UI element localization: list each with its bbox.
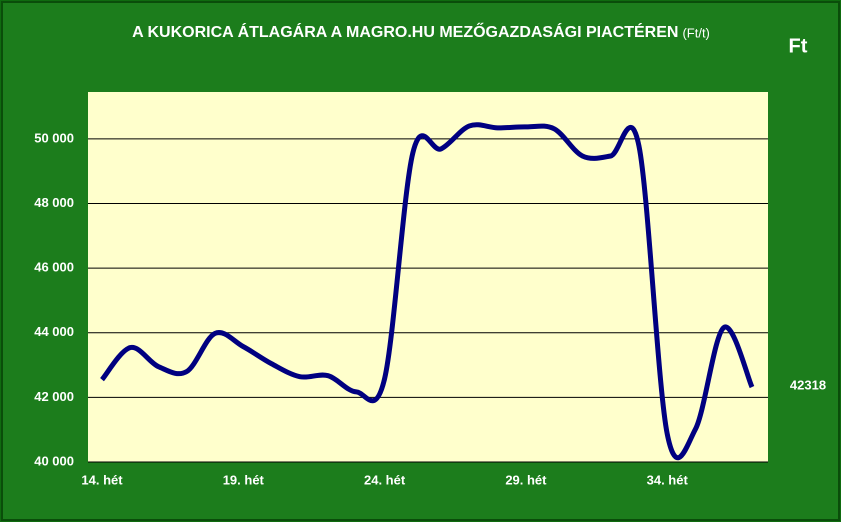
x-tick-label: 14. hét: [81, 472, 123, 487]
x-tick-label: 29. hét: [505, 472, 547, 487]
plot-area: [88, 92, 768, 462]
y-tick-label: 44 000: [34, 324, 74, 339]
y-axis-label: Ft: [789, 35, 808, 57]
x-tick-label: 24. hét: [364, 472, 406, 487]
data-line: [100, 122, 755, 461]
data-label: 42318: [790, 377, 826, 392]
y-tick-label: 48 000: [34, 195, 74, 210]
y-tick-label: 46 000: [34, 260, 74, 275]
x-tick-label: 19. hét: [223, 472, 265, 487]
chart-subtitle: (Ft/t): [682, 25, 709, 40]
x-tick-label: 34. hét: [647, 472, 689, 487]
y-tick-label: 42 000: [34, 389, 74, 404]
y-tick-label: 40 000: [34, 453, 74, 468]
chart-title: A KUKORICA ÁTLAGÁRA A MAGRO.HU MEZŐGAZDA…: [132, 22, 678, 41]
y-tick-label: 50 000: [34, 130, 74, 145]
